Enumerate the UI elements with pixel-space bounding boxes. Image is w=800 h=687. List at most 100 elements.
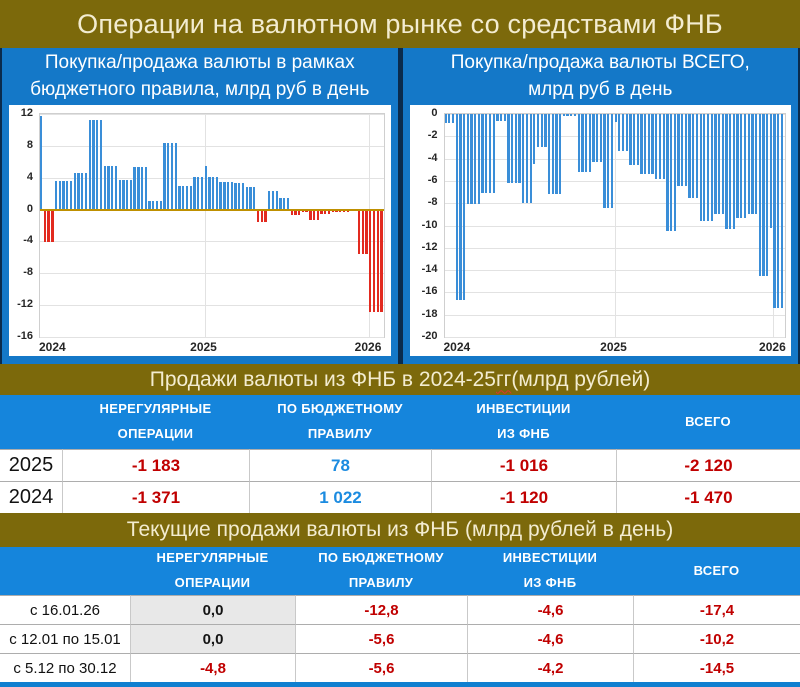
bar (271, 191, 275, 210)
bar (681, 114, 684, 187)
column-header: ПО БЮДЖЕТНОМУ ПРАВИЛУ (295, 547, 467, 595)
bar (380, 209, 383, 312)
bar (148, 200, 151, 210)
bar (455, 114, 458, 301)
bar (133, 167, 136, 210)
bar (736, 114, 739, 218)
y-tick-label: -18 (421, 307, 438, 320)
gridline (40, 305, 384, 307)
bar (283, 197, 286, 210)
zero-axis-line (40, 208, 384, 211)
x-tick-label: 2026 (759, 340, 786, 354)
y-tick-label: -8 (23, 266, 33, 279)
bar (570, 114, 573, 116)
chart-title-total: Покупка/продажа валюты ВСЕГО, млрд руб в… (403, 48, 799, 105)
bar (448, 114, 451, 123)
row-label: 2025 (0, 449, 62, 481)
y-tick-label: -16 (17, 330, 33, 342)
value-cell: -17,4 (633, 595, 800, 624)
column-header: ВСЕГО (633, 547, 800, 595)
bar (717, 114, 721, 215)
bar (301, 209, 305, 212)
bar (40, 116, 43, 210)
bar (562, 114, 566, 116)
bar (544, 114, 547, 148)
bar (581, 114, 584, 172)
bar (773, 114, 776, 308)
bar (677, 114, 680, 187)
bar (249, 187, 252, 210)
bar (551, 114, 554, 195)
bar (632, 114, 636, 166)
bar (536, 114, 540, 148)
bar (159, 200, 162, 210)
bar (762, 114, 765, 276)
bar (51, 209, 54, 243)
bar (673, 114, 676, 232)
row-label: с 16.01.26 (0, 595, 130, 624)
bar (466, 114, 469, 205)
y-tick-label: -14 (421, 263, 438, 276)
bar (607, 114, 610, 208)
bar (662, 114, 665, 179)
bar (699, 114, 702, 222)
value-cell: 1 022 (249, 481, 431, 513)
y-tick-label: -10 (421, 218, 438, 231)
bar (780, 114, 784, 308)
bar (496, 114, 499, 121)
bar (324, 209, 327, 215)
bar (740, 114, 743, 218)
bar (327, 209, 331, 215)
gridline (40, 241, 384, 243)
value-cell: -4,2 (467, 653, 633, 682)
bar (126, 180, 129, 210)
gridline (40, 337, 384, 338)
bar (208, 176, 211, 210)
value-cell: -1 470 (616, 481, 800, 513)
y-tick-label: -4 (23, 234, 33, 247)
bar (66, 180, 69, 210)
y-tick-label: 0 (431, 107, 438, 119)
bar (286, 197, 290, 210)
bar (62, 180, 65, 210)
bar (376, 209, 379, 312)
bar (743, 114, 747, 218)
bar (559, 114, 562, 195)
bar (629, 114, 632, 166)
bar (732, 114, 736, 229)
x-tick-label: 2024 (39, 340, 66, 354)
bar (610, 114, 614, 208)
bar (640, 114, 643, 175)
bar (230, 181, 233, 210)
bar (372, 209, 376, 312)
bar (219, 181, 222, 210)
bar (185, 185, 189, 210)
bar (573, 114, 577, 116)
y-tick-label: 0 (26, 202, 33, 215)
bar (488, 114, 492, 194)
value-cell: -4,8 (130, 653, 295, 682)
bar (256, 209, 260, 222)
charts-row: Покупка/продажа валюты в рамках бюджетно… (0, 48, 800, 364)
bar (618, 114, 621, 151)
y-tick-label: -2 (427, 129, 438, 142)
bar (260, 209, 263, 222)
y-tick-label: -4 (427, 151, 438, 164)
bar (320, 209, 323, 215)
y-tick-label: -12 (17, 298, 33, 311)
bar (474, 114, 477, 205)
bar (692, 114, 695, 198)
bar (193, 176, 196, 210)
bar (54, 180, 58, 210)
bar (603, 114, 606, 208)
bar (137, 167, 140, 210)
bar (688, 114, 691, 198)
chart-title-line: Покупка/продажа валюты в рамках (44, 51, 355, 73)
bar (178, 185, 181, 210)
column-header: НЕРЕГУЛЯРНЫЕ ОПЕРАЦИИ (62, 395, 249, 449)
bar (592, 114, 595, 162)
plot-area (39, 113, 385, 338)
bar (107, 165, 110, 210)
table-corner-cell (0, 395, 62, 449)
bar (245, 187, 248, 210)
